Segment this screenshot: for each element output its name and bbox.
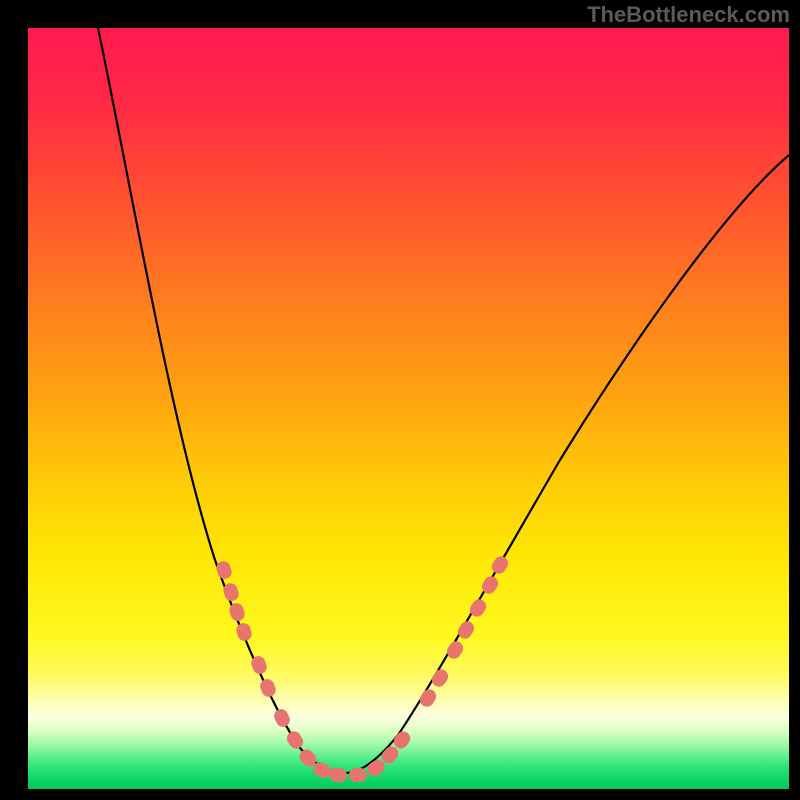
chart-background [28,28,789,789]
bottleneck-chart [0,0,800,800]
watermark-text: TheBottleneck.com [587,2,790,28]
